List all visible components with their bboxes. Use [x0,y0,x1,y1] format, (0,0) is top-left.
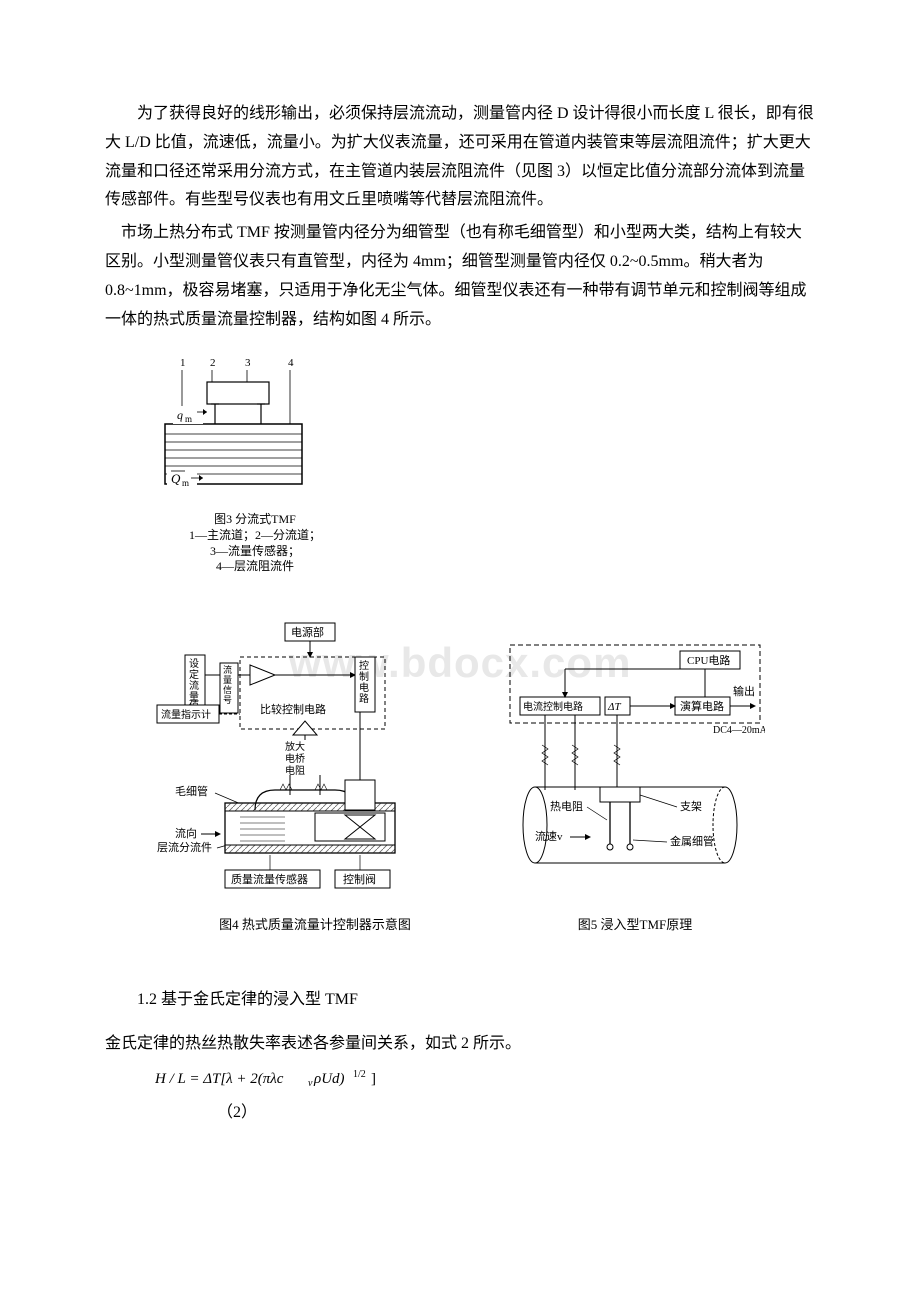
svg-text:控: 控 [359,659,369,672]
fig4-capillary: 毛细管 [175,784,208,798]
fig4-sensor: 质量流量传感器 [231,872,308,886]
section-heading-1-2: 1.2 基于金氏定律的浸入型 TMF [105,986,815,1015]
figure-5-diagram: CPU电路 演算电路 输出 DC4—20mA 电流控制电路 ΔT [505,615,765,905]
fig4-laminar: 层流分流件 [157,840,212,854]
fig4-flowdir: 流向 [175,826,197,840]
body-paragraph-1: 为了获得良好的线形输出，必须保持层流流动，测量管内径 D 设计得很小而长度 L … [105,100,815,215]
svg-text:H / L = ΔT[λ + 2(πλc: H / L = ΔT[λ + 2(πλc [155,1071,284,1087]
fig3-label-3: 3 [245,357,251,369]
fig5-dt: ΔT [607,701,621,713]
svg-text:m: m [185,414,192,424]
svg-text:]: ] [371,1071,376,1087]
figure-3-diagram: 1 2 3 4 q [155,354,325,504]
figure-3-caption: 图3 分流式TMF 1—主流道；2—分流道； 3—流量传感器； 4—层流阻流件 [155,512,355,574]
equation-2: H / L = ΔT[λ + 2(πλc v ρUd) 1/2 ] [155,1067,815,1091]
fig4-label-setval: 设 [189,658,199,670]
fig5-thermo: 热电阻 [550,800,583,813]
svg-text:路: 路 [359,692,369,705]
svg-text:信: 信 [223,684,232,695]
fig5-calc: 演算电路 [680,699,724,713]
fig4-res: 电阻 [285,764,305,777]
svg-text:号: 号 [223,695,232,705]
fig5-wire: 金属细管 [670,834,714,848]
fig5-velocity: 流速v [535,829,563,843]
fig4-compare: 比较控制电路 [260,702,326,716]
fig3-label-4: 4 [288,357,294,369]
figure-5-caption: 图5 浸入型TMF原理 [505,913,765,936]
svg-text:电: 电 [359,681,369,694]
fig4-power: 电源部 [291,625,324,639]
svg-text:ρUd): ρUd) [313,1071,345,1087]
body-paragraph-2: 市场上热分布式 TMF 按测量管内径分为细管型（也有称毛细管型）和小型两大类，结… [105,219,815,334]
svg-text:流: 流 [223,664,232,675]
svg-text:1/2: 1/2 [353,1069,366,1080]
figure-4: 电源部 设 定 流 量 值 流 量 信 号 [155,615,475,936]
figure-4-caption: 图4 热式质量流量计控制器示意图 [155,913,475,936]
fig5-bracket: 支架 [680,800,702,813]
figures-4-5-row: www.bdocx.com 电源部 设 定 [105,615,815,936]
fig4-valve: 控制阀 [343,872,376,886]
fig5-cpu: CPU电路 [687,654,730,667]
figure-4-diagram: 电源部 设 定 流 量 值 流 量 信 号 [155,615,475,905]
fig3-label-1: 1 [180,357,186,369]
svg-text:制: 制 [359,670,369,683]
svg-text:定: 定 [189,668,199,681]
fig4-indicator: 流量指示计 [161,708,211,721]
svg-text:Q: Q [171,471,181,486]
equation-number-2: （2） [105,1099,815,1128]
figure-5: CPU电路 演算电路 输出 DC4—20mA 电流控制电路 ΔT [505,615,765,936]
svg-text:m: m [182,478,189,488]
svg-text:v: v [308,1078,313,1089]
fig4-amp: 放大 [285,740,305,753]
fig5-current: 电流控制电路 [523,700,583,713]
fig5-output: 输出 [733,684,755,698]
fig3-label-2: 2 [210,357,216,369]
body-paragraph-3: 金氏定律的热丝热散失率表述各参量间关系，如式 2 所示。 [105,1030,815,1059]
svg-text:流: 流 [189,679,199,692]
figure-3: 1 2 3 4 q [155,354,355,574]
fig5-dc: DC4—20mA [713,725,765,736]
svg-text:量: 量 [223,675,232,685]
svg-text:q: q [177,408,183,422]
fig4-bridge: 电桥 [285,752,305,765]
